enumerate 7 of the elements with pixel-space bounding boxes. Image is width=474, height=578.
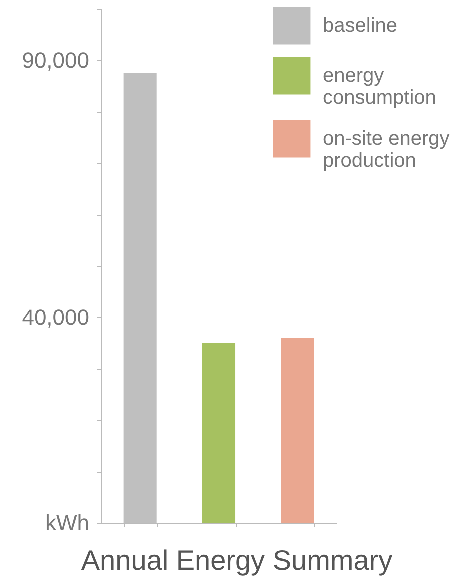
- y-tick-label: kWh: [46, 510, 90, 536]
- legend-label: on-site energy production: [323, 128, 450, 172]
- y-tick-label: 40,000: [22, 304, 90, 330]
- text: Annual Energy Summary: [81, 545, 393, 576]
- y-tick-label: 90,000: [22, 48, 90, 73]
- legend-label: baseline: [323, 15, 398, 37]
- legend-label: energy consumption: [323, 65, 436, 109]
